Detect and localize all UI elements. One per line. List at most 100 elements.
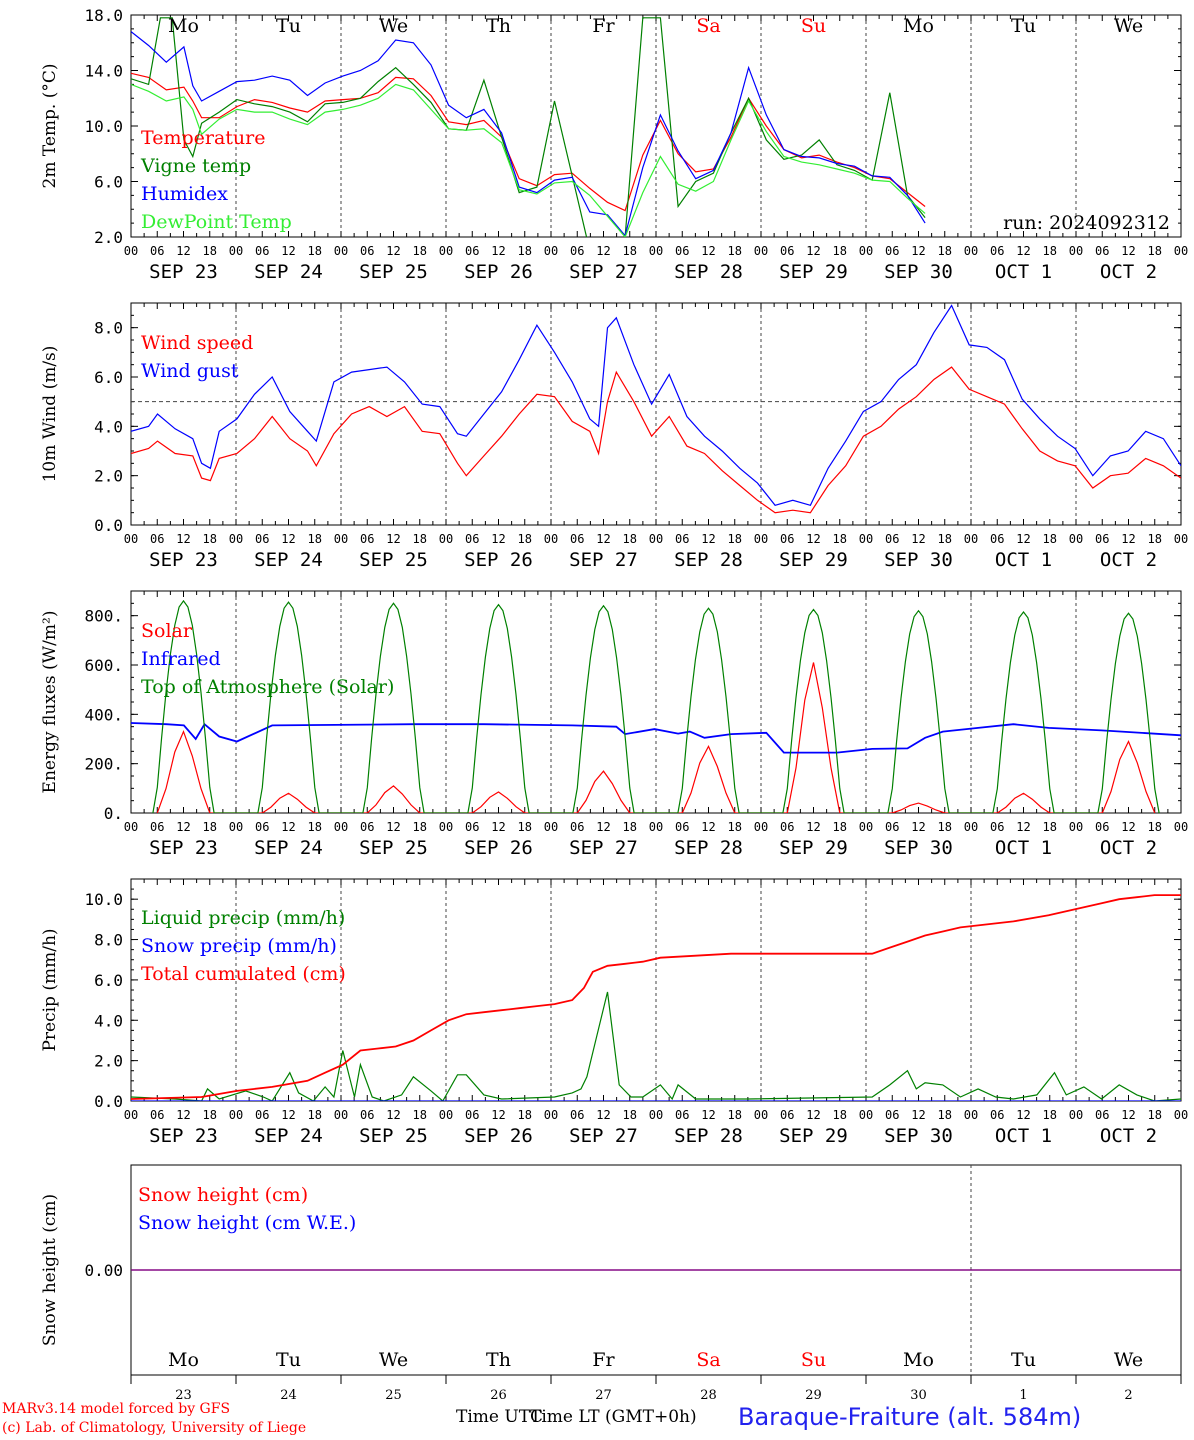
hour-label: 12	[1016, 244, 1030, 258]
series-line-wind-speed	[131, 366, 1181, 514]
date-label: SEP 23	[149, 1125, 218, 1147]
hour-label: 06	[255, 532, 269, 546]
hour-label: 00	[229, 820, 243, 834]
date-label: SEP 28	[674, 1125, 743, 1147]
date-label: SEP 27	[569, 1125, 638, 1147]
hour-label: 12	[1121, 244, 1135, 258]
hour-label: 12	[596, 1108, 610, 1122]
day-number-label: 1	[1019, 1388, 1027, 1403]
credit-line-2: (c) Lab. of Climatology, University of L…	[2, 1420, 307, 1436]
series-line-solar	[156, 662, 1156, 813]
hour-label: 00	[334, 820, 348, 834]
hour-label: 00	[124, 1108, 138, 1122]
hour-label: 06	[675, 532, 689, 546]
hour-label: 18	[833, 532, 847, 546]
hour-label: 06	[150, 1108, 164, 1122]
hour-label: 06	[465, 244, 479, 258]
weekday-label-bottom: Su	[801, 1349, 826, 1371]
hour-label: 06	[780, 1108, 794, 1122]
hour-label: 00	[649, 532, 663, 546]
hour-label: 00	[1174, 532, 1188, 546]
hour-label: 06	[990, 244, 1004, 258]
hour-label: 00	[649, 244, 663, 258]
hour-label: 18	[1043, 1108, 1057, 1122]
hour-label: 06	[465, 532, 479, 546]
hour-label: 00	[859, 244, 873, 258]
weekday-label-top: Tu	[276, 15, 301, 37]
hour-label: 00	[544, 820, 558, 834]
hour-label: 00	[334, 244, 348, 258]
legend-entry: Vigne temp	[140, 155, 251, 177]
hour-label: 06	[255, 244, 269, 258]
hour-label: 12	[1121, 1108, 1135, 1122]
hour-label: 12	[491, 244, 505, 258]
hour-label: 06	[780, 532, 794, 546]
y-tick-label: 400.	[84, 705, 123, 724]
hour-label: 06	[570, 244, 584, 258]
hour-label: 12	[701, 244, 715, 258]
y-axis-label: 2m Temp. (°C)	[40, 63, 60, 188]
hour-label: 18	[1148, 532, 1162, 546]
hour-label: 12	[596, 532, 610, 546]
weekday-label-bottom: We	[1114, 1349, 1143, 1371]
hour-label: 18	[518, 244, 532, 258]
date-label: SEP 29	[779, 837, 848, 859]
y-tick-label: 6.0	[94, 971, 123, 990]
hour-label: 12	[386, 244, 400, 258]
hour-label: 12	[1016, 1108, 1030, 1122]
hour-label: 12	[806, 532, 820, 546]
date-label: SEP 28	[674, 837, 743, 859]
hour-label: 18	[833, 820, 847, 834]
hour-label: 00	[229, 244, 243, 258]
hour-label: 12	[281, 532, 295, 546]
legend-entry: Wind gust	[141, 360, 239, 382]
hour-label: 06	[465, 1108, 479, 1122]
hour-label: 00	[334, 532, 348, 546]
hour-label: 18	[203, 244, 217, 258]
y-tick-label: 2.0	[94, 1052, 123, 1071]
hour-label: 18	[308, 820, 322, 834]
hour-label: 00	[124, 244, 138, 258]
credit-line-1: MARv3.14 model forced by GFS	[2, 1401, 231, 1417]
hour-label: 18	[938, 1108, 952, 1122]
hour-label: 00	[649, 1108, 663, 1122]
hour-label: 18	[1148, 820, 1162, 834]
hour-label: 18	[728, 1108, 742, 1122]
weekday-label-top: Mo	[903, 15, 934, 37]
hour-label: 00	[1069, 820, 1083, 834]
hour-label: 18	[413, 532, 427, 546]
hour-label: 18	[413, 820, 427, 834]
date-label: SEP 26	[464, 1125, 533, 1147]
hour-label: 00	[1174, 820, 1188, 834]
hour-label: 12	[281, 1108, 295, 1122]
legend-entry: Temperature	[141, 127, 265, 149]
hour-label: 00	[229, 1108, 243, 1122]
weekday-label-top: Sa	[696, 15, 720, 37]
model-credit: MARv3.14 model forced by GFS (c) Lab. of…	[2, 1400, 306, 1438]
legend-entry: Top of Atmosphere (Solar)	[141, 676, 394, 698]
weekday-label-bottom: Th	[486, 1349, 511, 1371]
date-label: SEP 26	[464, 837, 533, 859]
hour-label: 12	[386, 820, 400, 834]
series-line-wind-gust	[131, 304, 1181, 507]
hour-label: 12	[596, 820, 610, 834]
weekday-label-bottom: Tu	[276, 1349, 301, 1371]
hour-label: 00	[754, 532, 768, 546]
hour-label: 06	[255, 1108, 269, 1122]
hour-label: 18	[308, 244, 322, 258]
day-number-label: 25	[385, 1388, 402, 1403]
weekday-label-bottom: Mo	[903, 1349, 934, 1371]
hour-label: 00	[964, 1108, 978, 1122]
date-label: SEP 29	[779, 261, 848, 283]
legend-entry: Snow precip (mm/h)	[141, 935, 337, 957]
hour-label: 06	[780, 244, 794, 258]
hour-label: 18	[938, 820, 952, 834]
day-number-label: 30	[910, 1388, 927, 1403]
hour-label: 18	[518, 1108, 532, 1122]
legend-entry: Humidex	[141, 183, 228, 205]
time-label-local: Time LT (GMT+0h)	[530, 1407, 697, 1427]
hour-label: 06	[360, 1108, 374, 1122]
hour-label: 00	[124, 532, 138, 546]
date-label: OCT 1	[995, 261, 1052, 283]
